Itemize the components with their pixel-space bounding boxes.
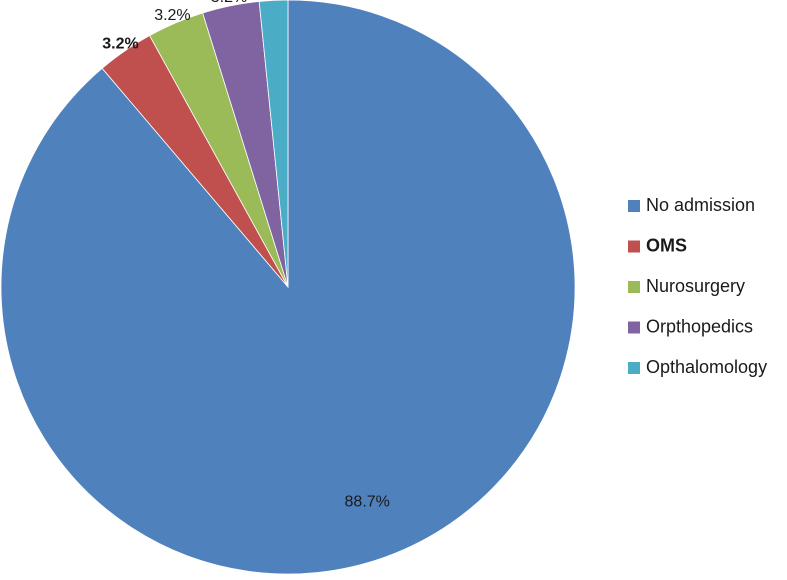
legend-label: Nurosurgery (646, 276, 745, 296)
pie-slice-opthalomology (258, 0, 289, 288)
data-label-orpthopedics: 3.2% (211, 0, 247, 6)
legend-label: Orpthopedics (646, 316, 753, 336)
legend-swatch (628, 240, 640, 253)
legend-swatch (628, 321, 640, 334)
legend-item-orpthopedics: Orpthopedics (628, 316, 753, 336)
pie-data-labels: 88.7% 3.2% 3.2% 3.2% 1.6 % (102, 0, 390, 511)
data-label-no-admission: 88.7% (345, 494, 390, 511)
legend-swatch (628, 362, 640, 374)
data-label-opthalomology: 1.6 % (253, 0, 294, 1)
legend-swatch (628, 281, 640, 293)
legend-swatch (628, 200, 640, 212)
legend-label: OMS (646, 235, 687, 255)
data-label-nurosurgery: 3.2% (154, 7, 190, 24)
legend-item-nurosurgery: Nurosurgery (628, 276, 745, 296)
legend-label: Opthalomology (646, 357, 767, 377)
pie-slices (0, 0, 576, 575)
legend-item-opthalomology: Opthalomology (628, 357, 767, 377)
legend-item-oms: OMS (628, 235, 687, 255)
legend-label: No admission (646, 195, 755, 215)
legend-item-no-admission: No admission (628, 195, 755, 215)
data-label-oms: 3.2% (102, 35, 138, 52)
legend: No admission OMS Nurosurgery Orpthopedics Op… (628, 195, 767, 377)
